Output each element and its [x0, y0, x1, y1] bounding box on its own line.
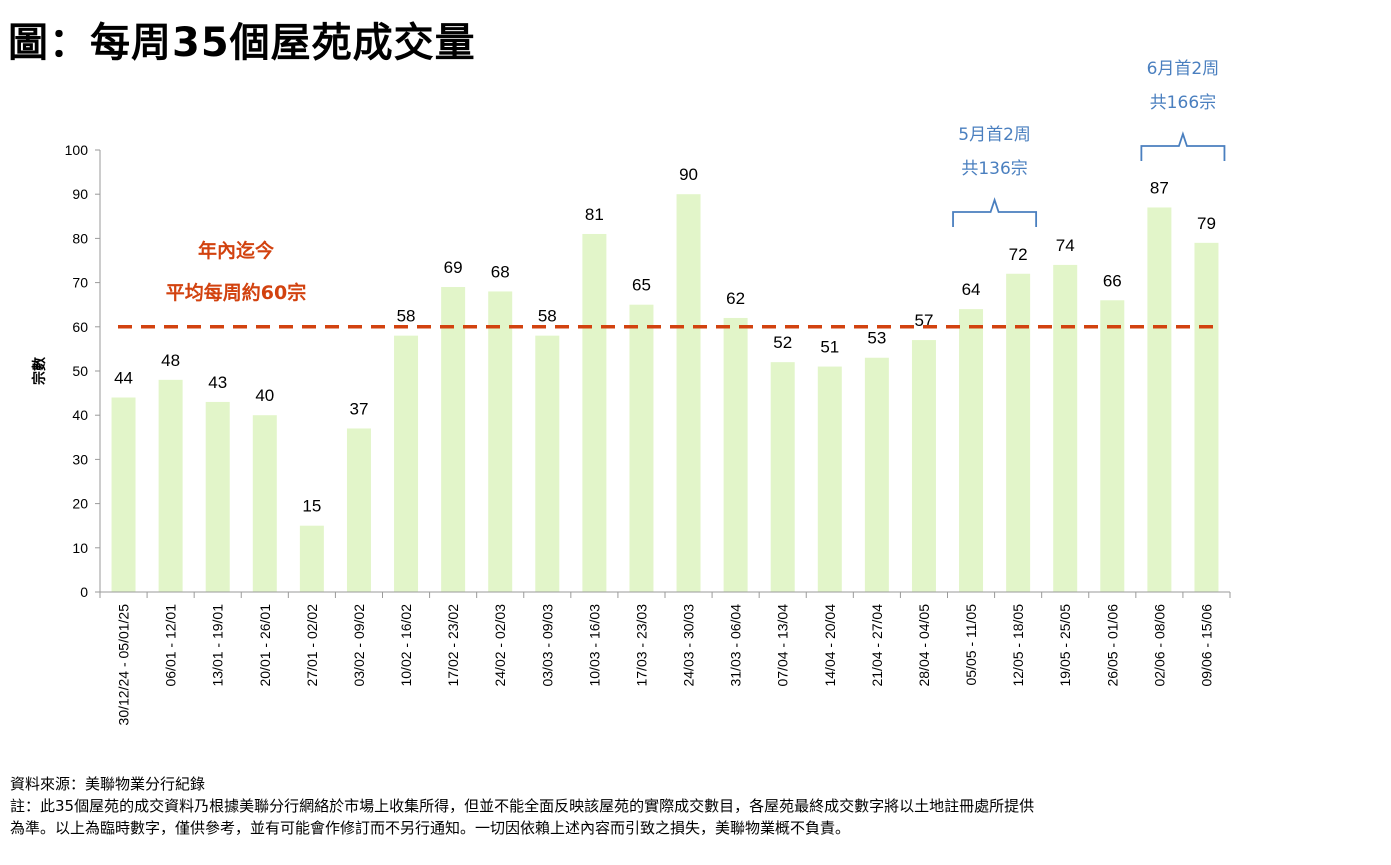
y-tick-label: 100: [65, 142, 89, 158]
data-label: 66: [1103, 271, 1122, 290]
bar: [535, 335, 560, 592]
y-tick-label: 50: [72, 363, 88, 379]
x-tick-label: 09/06 - 15/06: [1198, 604, 1214, 687]
x-tick-label: 02/06 - 08/06: [1151, 604, 1167, 687]
bar: [158, 379, 183, 592]
data-label: 44: [114, 369, 133, 388]
bar: [111, 397, 136, 592]
data-label: 62: [726, 289, 745, 308]
bar: [582, 233, 607, 593]
bar: [346, 428, 371, 592]
x-tick-label: 24/03 - 30/03: [681, 604, 697, 687]
data-label: 69: [444, 258, 463, 277]
bar: [1147, 207, 1172, 592]
data-label: 51: [820, 338, 839, 357]
x-tick-label: 17/02 - 23/02: [445, 604, 461, 687]
data-label: 79: [1197, 214, 1216, 233]
annotation-bracket: [1140, 131, 1226, 161]
x-tick-label: 10/02 - 16/02: [398, 604, 414, 687]
data-label: 52: [773, 333, 792, 352]
x-tick-label: 31/03 - 06/04: [728, 604, 744, 687]
bar: [817, 366, 842, 592]
x-tick-label: 24/02 - 02/03: [492, 604, 508, 687]
data-label: 87: [1150, 178, 1169, 197]
bar: [299, 525, 324, 592]
y-tick-label: 20: [72, 496, 88, 512]
data-label: 15: [302, 497, 321, 516]
y-tick-label: 70: [72, 275, 88, 291]
bar: [864, 357, 889, 592]
x-tick-label: 19/05 - 25/05: [1057, 604, 1073, 687]
annotation-label-line-2: 共166宗: [1150, 93, 1216, 113]
bar: [252, 415, 277, 592]
x-tick-label: 14/04 - 20/04: [822, 604, 838, 687]
annotation-bracket: [952, 197, 1038, 227]
y-tick-label: 0: [80, 584, 88, 600]
y-tick-label: 80: [72, 230, 88, 246]
y-axis-label: 宗數: [31, 357, 48, 385]
x-tick-label: 13/01 - 19/01: [210, 604, 226, 687]
annotation-label-line-2: 共136宗: [961, 159, 1027, 179]
data-label: 53: [867, 329, 886, 348]
data-label: 74: [1056, 236, 1075, 255]
y-tick-label: 10: [72, 540, 88, 556]
bar: [629, 304, 654, 592]
data-label: 37: [349, 399, 368, 418]
bar: [1100, 300, 1125, 592]
x-tick-label: 05/05 - 11/05: [963, 604, 979, 686]
x-tick-label: 30/12/24 - 05/01/25: [116, 604, 132, 726]
x-tick-label: 26/05 - 01/06: [1104, 604, 1120, 687]
bar: [488, 291, 513, 592]
data-label: 58: [397, 307, 416, 326]
bar: [205, 401, 230, 592]
y-tick-label: 90: [72, 186, 88, 202]
data-label: 72: [1009, 245, 1028, 264]
data-label: 58: [538, 307, 557, 326]
bar: [959, 309, 984, 592]
bar: [723, 317, 748, 592]
data-label: 64: [962, 280, 981, 299]
data-label: 65: [632, 276, 651, 295]
x-tick-label: 21/04 - 27/04: [869, 604, 885, 687]
data-label: 68: [491, 262, 510, 281]
bar: [1194, 242, 1219, 592]
annotation-label-line-1: 5月首2周: [958, 125, 1031, 145]
average-label-line-1: 年內迄今: [198, 239, 274, 262]
y-tick-label: 40: [72, 407, 88, 423]
data-label: 81: [585, 205, 604, 224]
disclaimer-line-2: 為準。以上為臨時數字，僅供參考，並有可能會作修訂而不另行通知。一切因依賴上述內容…: [10, 819, 851, 837]
data-label: 43: [208, 373, 227, 392]
x-tick-label: 03/03 - 09/03: [539, 604, 555, 687]
bar: [441, 287, 466, 592]
x-tick-label: 28/04 - 04/05: [916, 604, 932, 687]
source-note: 資料來源：美聯物業分行紀錄: [10, 775, 206, 793]
data-label: 48: [161, 351, 180, 370]
page-title: 圖：每周35個屋苑成交量: [8, 20, 476, 66]
x-tick-label: 06/01 - 12/01: [163, 604, 179, 687]
bar: [394, 335, 419, 592]
y-tick-label: 30: [72, 451, 88, 467]
x-tick-label: 20/01 - 26/01: [257, 604, 273, 687]
x-tick-label: 10/03 - 16/03: [586, 604, 602, 687]
bar: [1053, 264, 1078, 592]
x-tick-label: 03/02 - 09/02: [351, 604, 367, 687]
data-label: 40: [255, 386, 274, 405]
y-tick-label: 60: [72, 319, 88, 335]
bar: [1006, 273, 1031, 592]
x-tick-label: 17/03 - 23/03: [633, 604, 649, 687]
bar: [770, 362, 795, 592]
bar: [676, 194, 701, 592]
data-label: 90: [679, 165, 698, 184]
x-tick-label: 12/05 - 18/05: [1010, 604, 1026, 687]
x-tick-label: 07/04 - 13/04: [775, 604, 791, 687]
x-tick-label: 27/01 - 02/02: [304, 604, 320, 687]
annotation-label-line-1: 6月首2周: [1147, 59, 1220, 79]
bar: [911, 340, 936, 592]
disclaimer-line-1: 註：此35個屋苑的成交資料乃根據美聯分行網絡於市場上收集所得，但並不能全面反映該…: [10, 797, 1035, 815]
average-label-line-2: 平均每周約60宗: [166, 281, 306, 304]
